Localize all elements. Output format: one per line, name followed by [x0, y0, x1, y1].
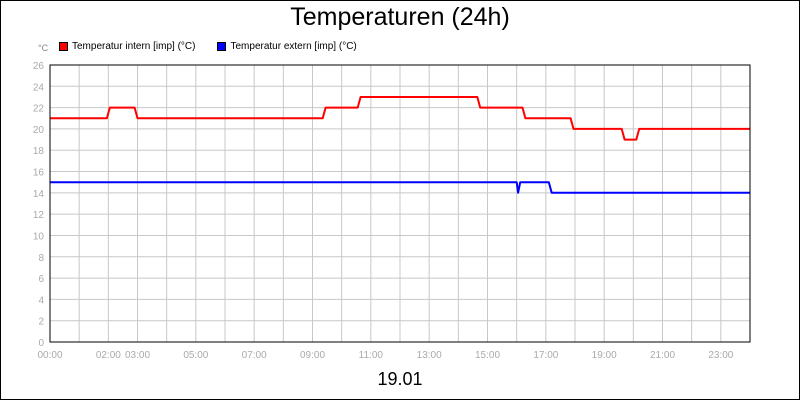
x-tick-label: 13:00 [417, 350, 442, 361]
y-tick-label: 8 [38, 253, 44, 264]
y-tick-label: 2 [38, 317, 44, 328]
x-tick-label: 05:00 [183, 350, 208, 361]
legend-label-intern: Temperatur intern [imp] (°C) [72, 40, 196, 52]
y-tick-label: 4 [38, 295, 44, 306]
y-tick-label: 10 [33, 231, 45, 242]
x-tick-label: 00:00 [37, 350, 62, 361]
y-tick-label: 18 [33, 146, 45, 157]
legend: Temperatur intern [imp] (°C) Temperatur … [59, 40, 379, 52]
y-tick-label: 16 [33, 168, 45, 179]
series-lines [50, 96, 750, 194]
y-tick-label: 24 [33, 82, 45, 93]
x-tick-label: 17:00 [533, 350, 558, 361]
x-tick-label: 07:00 [242, 350, 267, 361]
y-tick-label: 0 [38, 338, 44, 349]
legend-swatch-intern [59, 41, 68, 51]
x-tick-label: 03:00 [125, 350, 150, 361]
series-line-intern [50, 96, 750, 141]
grid [49, 64, 751, 343]
legend-swatch-extern [217, 41, 227, 51]
y-tick-label: 26 [33, 61, 45, 72]
y-tick-label: 22 [33, 104, 45, 115]
x-tick-label: 11:00 [359, 350, 384, 361]
x-tick-label: 09:00 [300, 350, 325, 361]
x-tick-label: 02:00 [96, 350, 121, 361]
y-tick-label: 20 [33, 125, 45, 136]
legend-item-extern: Temperatur extern [imp] (°C) [217, 40, 357, 52]
y-axis-unit: °C [38, 43, 49, 53]
x-tick-label: 23:00 [708, 350, 733, 361]
y-tick-label: 6 [38, 274, 44, 285]
y-tick-label: 14 [33, 189, 45, 200]
x-tick-label: 21:00 [650, 350, 675, 361]
x-axis-date-label: 19.01 [377, 369, 423, 389]
chart-title: Temperaturen (24h) [290, 3, 510, 31]
y-tick-label: 12 [33, 210, 45, 221]
x-tick-label: 15:00 [475, 350, 500, 361]
plot-area-border [49, 64, 751, 343]
series-line-extern [50, 181, 750, 194]
x-tick-label: 19:00 [592, 350, 617, 361]
legend-label-extern: Temperatur extern [imp] (°C) [230, 40, 357, 52]
legend-item-intern: Temperatur intern [imp] (°C) [59, 41, 195, 52]
